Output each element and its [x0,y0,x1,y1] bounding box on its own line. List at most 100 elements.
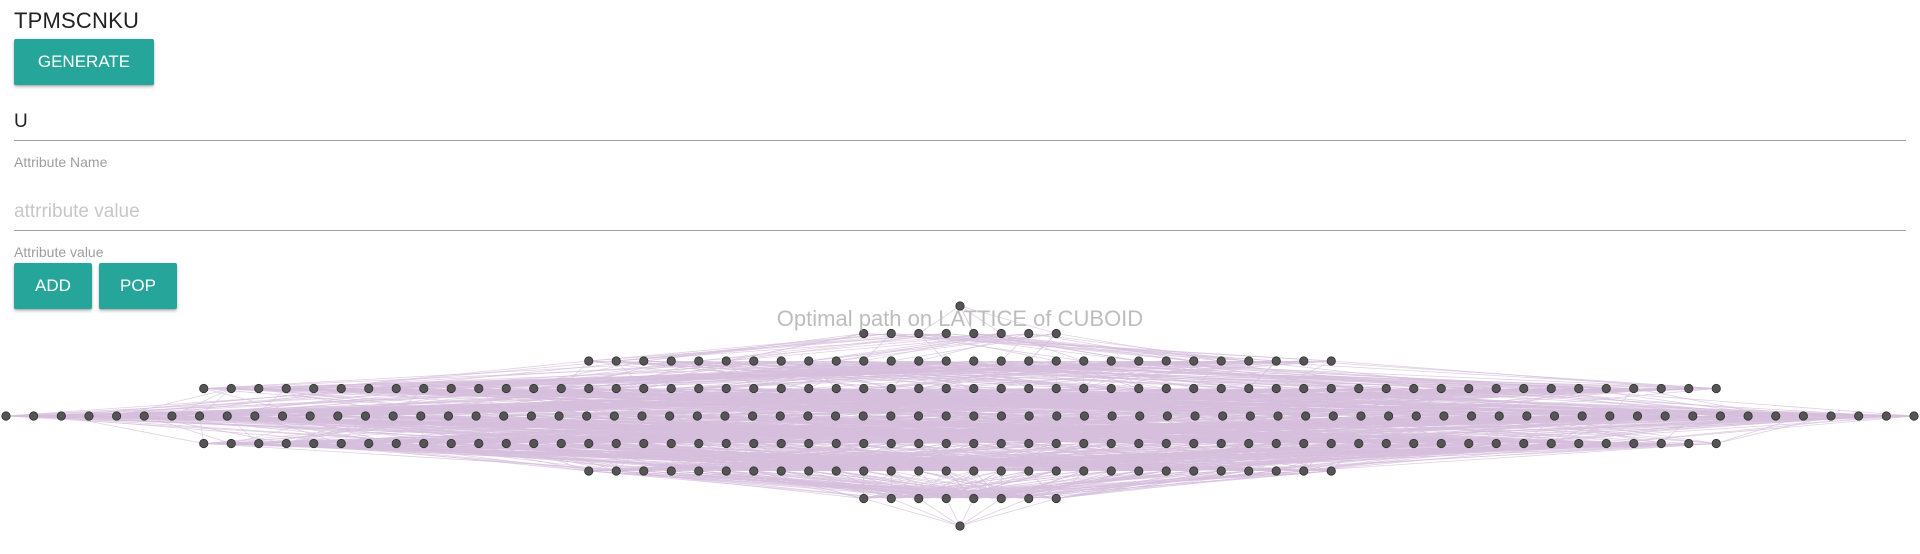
lattice-node[interactable] [886,493,896,504]
lattice-node[interactable] [694,356,704,366]
lattice-node[interactable] [1079,411,1090,421]
lattice-node[interactable] [226,438,236,449]
lattice-node[interactable] [831,438,841,449]
lattice-node[interactable] [443,411,454,421]
lattice-node[interactable] [1135,411,1145,421]
lattice-node[interactable] [309,438,319,449]
lattice-node[interactable] [1711,438,1721,449]
lattice-node[interactable] [250,411,260,421]
lattice-node[interactable] [1546,383,1556,394]
lattice-node[interactable] [29,411,39,421]
lattice-node[interactable] [1715,411,1726,421]
lattice-node[interactable] [1161,356,1171,366]
lattice-node[interactable] [1299,356,1309,366]
lattice-node[interactable] [914,383,924,394]
lattice-node[interactable] [364,383,374,394]
lattice-node[interactable] [955,521,965,531]
lattice-node[interactable] [776,438,786,449]
lattice-node[interactable] [969,383,979,394]
lattice-node[interactable] [639,356,649,366]
lattice-node[interactable] [1024,438,1034,449]
lattice-node[interactable] [1854,411,1864,421]
lattice-node[interactable] [666,438,676,449]
lattice-node[interactable] [1605,411,1615,421]
lattice-node[interactable] [1106,466,1116,476]
lattice-node[interactable] [194,411,205,421]
lattice-node[interactable] [914,493,924,504]
lattice-node[interactable] [886,328,896,339]
lattice-node[interactable] [1244,438,1254,449]
lattice-node[interactable] [526,411,536,421]
lattice-node[interactable] [84,411,94,421]
lattice-node[interactable] [1244,466,1254,476]
lattice-node[interactable] [446,438,456,449]
lattice-node[interactable] [804,466,814,476]
lattice-node[interactable] [1161,466,1171,476]
lattice-node[interactable] [996,383,1006,394]
lattice-node[interactable] [139,411,149,421]
lattice-node[interactable] [1326,383,1336,394]
lattice-node[interactable] [969,356,979,366]
lattice-node[interactable] [804,356,814,366]
lattice-node[interactable] [721,356,731,366]
lattice-node[interactable] [254,383,264,394]
lattice-node[interactable] [1079,383,1089,394]
lattice-node[interactable] [1271,356,1281,366]
lattice-node[interactable] [281,438,291,449]
lattice-node[interactable] [305,411,315,421]
lattice-node[interactable] [914,438,924,449]
lattice-node[interactable] [996,493,1006,504]
add-button[interactable]: ADD [14,263,92,309]
lattice-node[interactable] [1024,356,1034,366]
lattice-node[interactable] [1106,438,1116,449]
lattice-node[interactable] [1656,383,1666,394]
lattice-node[interactable] [914,466,924,476]
lattice-node[interactable] [941,356,951,366]
lattice-node[interactable] [666,383,676,394]
lattice-node[interactable] [776,383,786,394]
lattice-node[interactable] [859,356,869,366]
lattice-node[interactable] [584,356,594,366]
lattice-node[interactable] [1601,438,1611,449]
lattice-node[interactable] [721,438,731,449]
lattice-node[interactable] [1326,466,1336,476]
lattice-node[interactable] [554,411,564,421]
lattice-node[interactable] [1632,411,1643,421]
lattice-node[interactable] [941,493,951,504]
lattice-node[interactable] [1494,411,1504,421]
pop-button[interactable]: POP [99,263,177,309]
lattice-node[interactable] [529,383,539,394]
lattice-node[interactable] [749,466,759,476]
lattice-node[interactable] [277,411,288,421]
lattice-node[interactable] [639,438,649,449]
lattice-node[interactable] [582,411,592,421]
lattice-node[interactable] [556,438,566,449]
lattice-node[interactable] [1798,411,1808,421]
lattice-node[interactable] [1384,411,1394,421]
lattice-node[interactable] [1409,438,1419,449]
lattice-node[interactable] [859,493,869,504]
lattice-node[interactable] [831,466,841,476]
lattice-node[interactable] [1189,438,1199,449]
lattice-node[interactable] [1189,466,1199,476]
lattice-node[interactable] [199,438,209,449]
lattice-node[interactable] [1688,411,1698,421]
lattice-node[interactable] [391,383,401,394]
lattice-node[interactable] [1326,438,1336,449]
lattice-node[interactable] [1134,356,1144,366]
lattice-node[interactable] [720,411,730,421]
lattice-node[interactable] [1162,411,1172,421]
lattice-node[interactable] [1301,411,1311,421]
lattice-node[interactable] [1491,438,1501,449]
lattice-node[interactable] [969,328,979,339]
lattice-node[interactable] [694,438,704,449]
lattice-node[interactable] [996,411,1007,421]
lattice-graph[interactable] [0,290,1920,554]
lattice-node[interactable] [1051,493,1061,504]
lattice-node[interactable] [446,383,456,394]
lattice-node[interactable] [1354,438,1364,449]
lattice-node[interactable] [1409,383,1419,394]
lattice-node[interactable] [529,438,539,449]
lattice-node[interactable] [1743,411,1753,421]
lattice-node[interactable] [1439,411,1449,421]
